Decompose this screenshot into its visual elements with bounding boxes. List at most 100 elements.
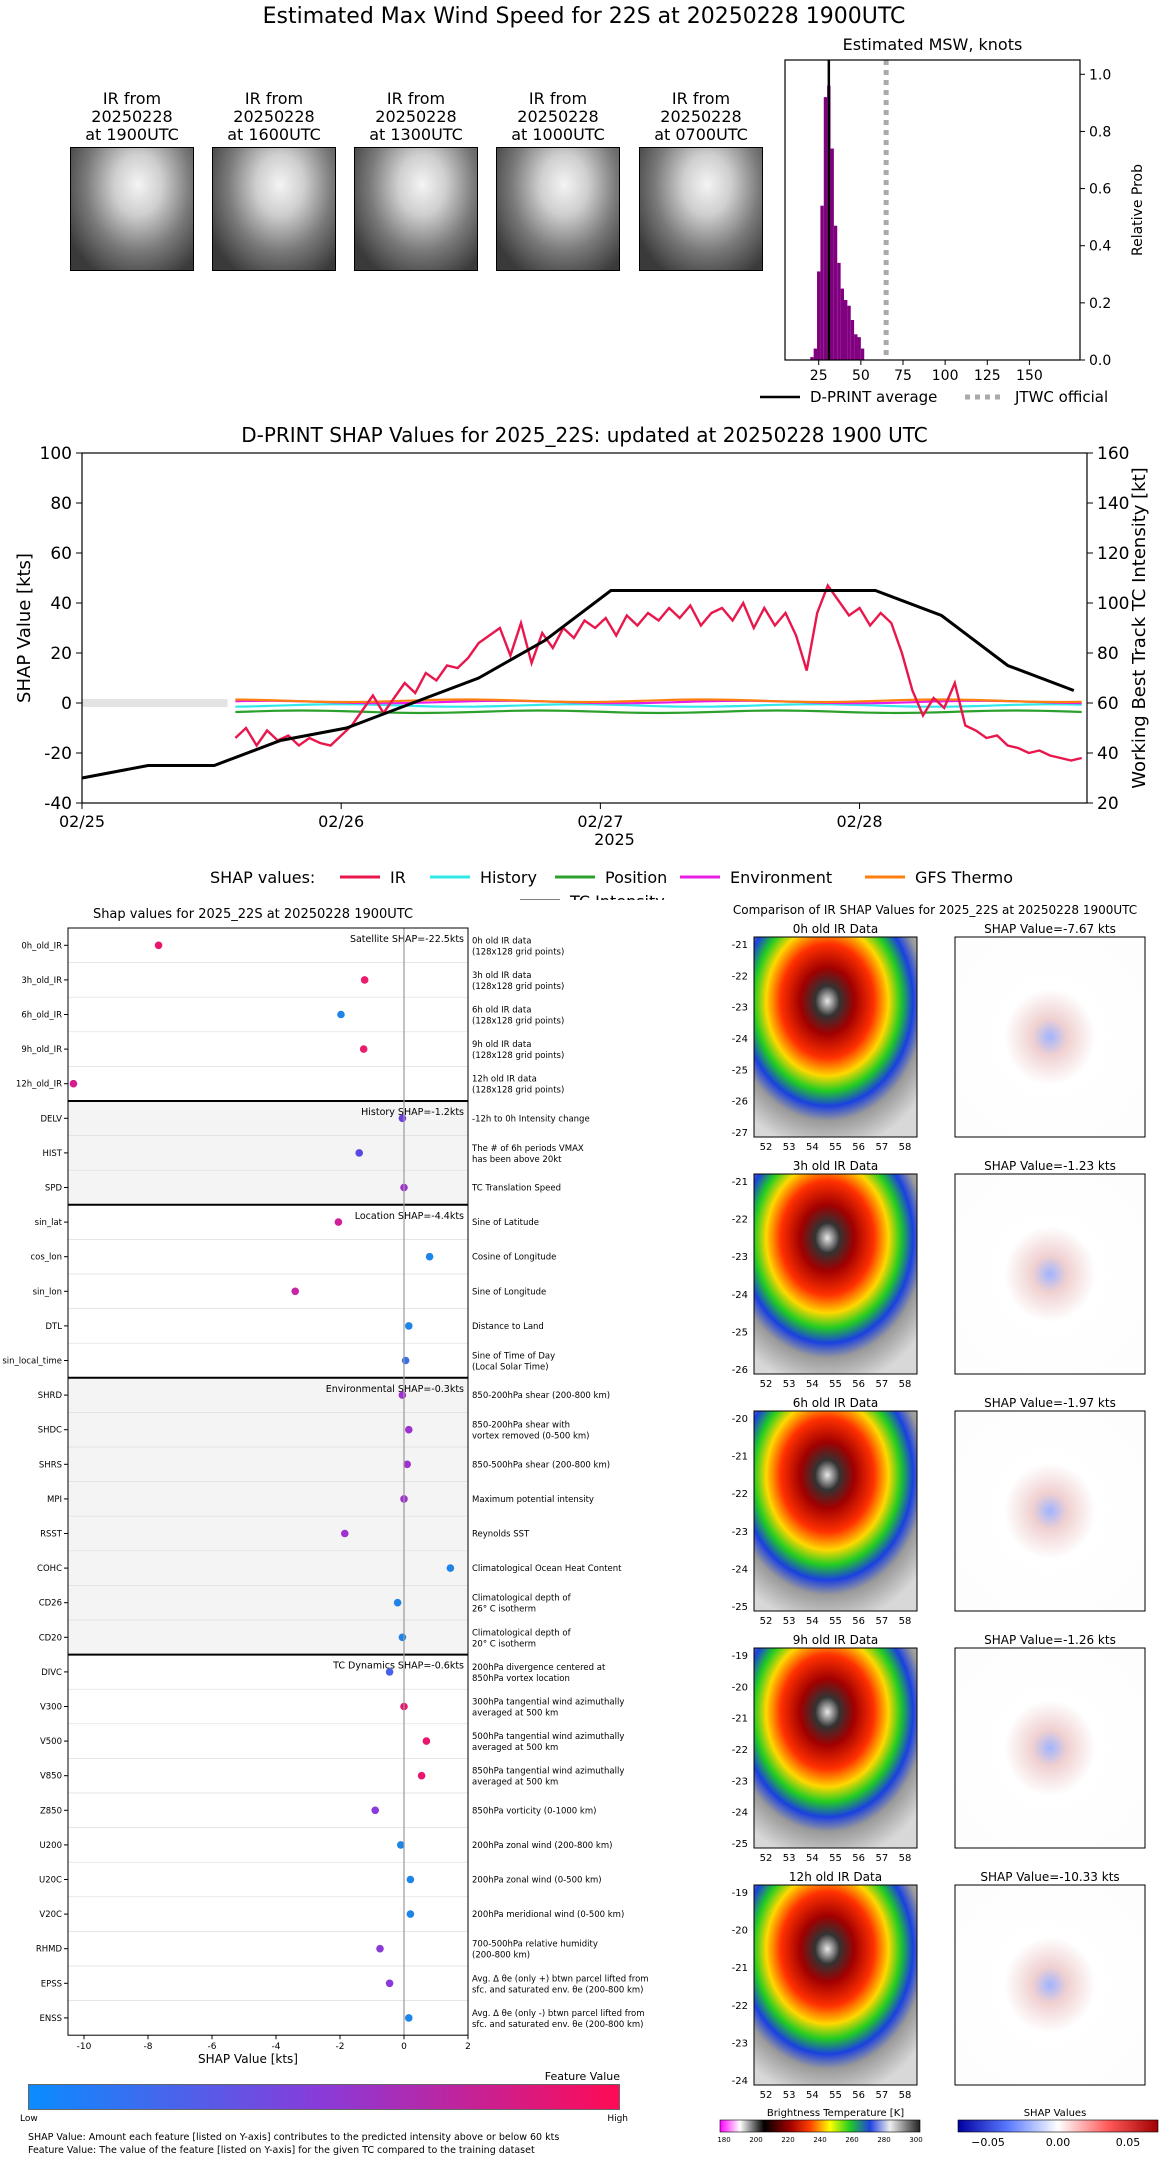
feature-description: 700-500hPa relative humidity: [472, 1940, 598, 1950]
feature-label: ENSS: [39, 2014, 62, 2024]
histogram-bar: [823, 97, 828, 361]
feature-label: sin_local_time: [2, 1357, 62, 1367]
feature-description: 200hPa zonal wind (200-800 km): [472, 1841, 612, 1851]
feature-point: [398, 1114, 407, 1123]
thumbnail-caption-line: IR from: [244, 89, 304, 108]
feature-label: 3h_old_IR: [21, 976, 62, 986]
group-summary: TC Dynamics SHAP=-0.6kts: [332, 1661, 464, 1672]
histogram-ytick-label: 0.0: [1089, 353, 1111, 369]
feature-description: averaged at 500 km: [472, 1778, 558, 1788]
ir-thumbnail-image: [639, 147, 763, 271]
feature-label: CD20: [39, 1633, 62, 1643]
ir-panel-image: [753, 1647, 918, 1849]
timeseries-ytick-label: 60: [50, 544, 72, 564]
ir-ytick-label: -21: [732, 1714, 748, 1725]
shap-panel-image: [954, 1410, 1146, 1612]
feature-description: (Local Solar Time): [472, 1363, 549, 1373]
ir-ytick-label: -23: [732, 2038, 748, 2049]
scatter-xtick-label: -6: [208, 2042, 217, 2052]
feature-point: [334, 1218, 343, 1226]
ir-ytick-label: -22: [732, 1745, 748, 1756]
legend-label-history: History: [480, 868, 537, 887]
histogram-bar: [854, 334, 858, 360]
feature-description: sfc. and saturated env. θe (200-800 km): [472, 1985, 644, 1995]
msw-histogram-chart: Estimated MSW, knots 25 50 75 100 125 150 0.0 0.…: [760, 35, 1146, 406]
bt-colorbar-tick: 240: [813, 2136, 826, 2144]
timeseries-xlabel: 2025: [594, 830, 635, 849]
shap-panel-label: SHAP Value=-7.67 kts: [984, 922, 1116, 936]
feature-label: DTL: [46, 1322, 63, 1332]
timeseries-xtick-label: 02/26: [318, 812, 364, 831]
ir-xtick-label: 52: [760, 1616, 773, 1627]
shap-colorbar-title: SHAP Values: [1024, 2108, 1087, 2119]
histogram-xtick-label: 75: [894, 368, 912, 384]
timeseries-y2tick-label: 80: [1097, 644, 1119, 664]
legend-prefix: SHAP values:: [210, 868, 315, 887]
ir-xtick-label: 56: [852, 1379, 865, 1390]
histogram-ytick-label: 0.8: [1089, 124, 1111, 140]
feature-point: [398, 1391, 407, 1399]
histogram-xtick-label: 125: [974, 368, 1001, 384]
feature-label: MPI: [47, 1495, 62, 1505]
feature-point: [422, 1737, 431, 1745]
feature-point: [406, 1875, 415, 1884]
bt-colorbar-tick: 180: [717, 2136, 730, 2144]
ir-xtick-label: 56: [852, 1142, 865, 1153]
ir-ytick-label: -21: [732, 940, 748, 951]
feature-description: Maximum potential intensity: [472, 1495, 594, 1505]
feature-point: [425, 1252, 434, 1261]
feature-description: (128x128 grid points): [472, 1017, 564, 1027]
thumbnail-caption-line: IR from: [386, 89, 446, 108]
timeseries-ytick-label: 80: [50, 494, 72, 514]
histogram-bar: [837, 262, 841, 360]
histogram-bar: [857, 337, 861, 360]
shap-colorbar-tick: −0.05: [971, 2136, 1005, 2149]
feature-description: (128x128 grid points): [472, 982, 564, 992]
histogram-bar: [840, 288, 844, 360]
legend-label-gfs-thermo: GFS Thermo: [915, 868, 1013, 887]
histogram-bar: [844, 300, 848, 360]
group-summary: Location SHAP=-4.4kts: [355, 1211, 464, 1222]
timeseries-y2label: Working Best Track TC Intensity [kt]: [1129, 467, 1150, 788]
thumbnail-caption-line: at 0700UTC: [654, 125, 748, 144]
ir-xtick-label: 54: [806, 1616, 819, 1627]
ir-xtick-label: 52: [760, 1142, 773, 1153]
feature-point: [355, 1149, 364, 1157]
ir-panel-image: [753, 1410, 918, 1612]
ir-panel-label: 9h old IR Data: [793, 1633, 879, 1647]
feature-description: 500hPa tangential wind azimuthally: [472, 1732, 624, 1742]
feature-description: (128x128 grid points): [472, 1051, 564, 1061]
feature-label: sin_lat: [35, 1218, 63, 1228]
ir-comparison-panels: 0h old IR Data -21 -22 -23 -24 -25 -26 -27 52 53 5…: [717, 922, 1159, 2149]
feature-value-colorbar: Feature Value Low High: [20, 2070, 628, 2130]
feature-label: EPSS: [41, 1979, 62, 1989]
feature-label: U20C: [39, 1876, 62, 1886]
ir-xtick-label: 56: [852, 1853, 865, 1864]
feature-label: DELV: [40, 1114, 62, 1124]
timeseries-xtick-label: 02/27: [577, 812, 623, 831]
ir-xtick-label: 52: [760, 1379, 773, 1390]
histogram-xtick-label: 100: [932, 368, 959, 384]
scatter-xlabel: SHAP Value [kts]: [198, 2052, 298, 2066]
feature-shap-scatter: Shap values for 2025_22S at 20250228 190…: [2, 907, 648, 2066]
feature-label: RSST: [40, 1530, 63, 1540]
ir-ytick-label: -20: [732, 1926, 748, 1937]
colorbar-high-label: High: [607, 2114, 628, 2124]
ir-ytick-label: -25: [732, 1065, 748, 1076]
timeseries-xtick-label: 02/28: [836, 812, 882, 831]
histogram-ytick-label: 0.2: [1089, 296, 1111, 312]
timeseries-ytick-label: -20: [44, 744, 72, 764]
feature-description: Climatological depth of: [472, 1594, 572, 1604]
ir-xtick-label: 53: [783, 1616, 796, 1627]
ir-ytick-label: -25: [732, 1602, 748, 1613]
ir-thumbnail-image: [212, 147, 336, 271]
feature-description: Reynolds SST: [472, 1530, 530, 1540]
feature-point: [376, 1944, 384, 1953]
ir-ytick-label: -23: [732, 1527, 748, 1538]
scatter-xtick-label: -2: [336, 2042, 345, 2052]
ir-ytick-label: -22: [732, 2001, 748, 2012]
tc-intensity-line: [81, 589, 1075, 780]
bt-colorbar-tick: 300: [909, 2136, 922, 2144]
feature-point: [69, 1079, 78, 1088]
feature-description: The # of 6h periods VMAX: [471, 1144, 584, 1154]
